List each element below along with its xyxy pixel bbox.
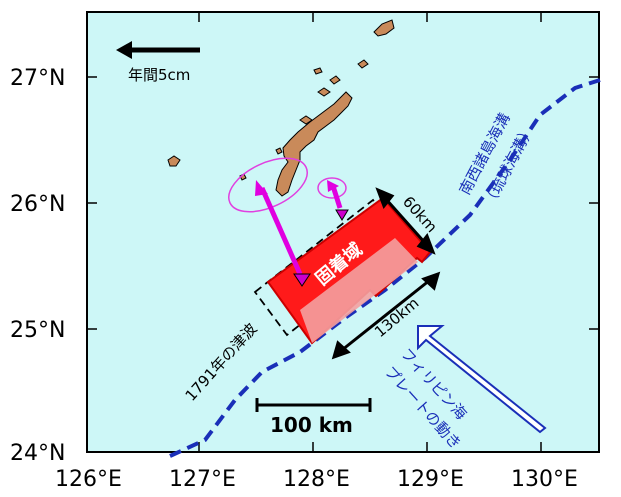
islands [167, 19, 395, 197]
distance-scale-bar [255, 398, 372, 412]
lon-label-130: 130°E [511, 467, 578, 492]
locked-zone-inner [300, 238, 418, 343]
gps-velocity-arrows [255, 180, 349, 287]
lat-label-26: 26°N [10, 192, 65, 217]
error-ellipse-2 [317, 177, 347, 199]
scale-bar-label: 100 km [270, 413, 353, 437]
lon-label-127: 127°E [169, 467, 236, 492]
width-dimension-arrow [375, 187, 436, 255]
velocity-scale-arrow [116, 41, 200, 59]
ryukyu-trench-line [169, 78, 601, 458]
okinawa-island [275, 91, 353, 197]
error-ellipse-1 [228, 157, 308, 213]
lat-label-25: 25°N [10, 318, 65, 343]
length-dimension-arrow [331, 271, 441, 360]
lat-label-24: 24°N [10, 441, 65, 466]
lat-label-27: 27°N [10, 66, 65, 91]
velocity-scale-label: 年間5cm [128, 66, 190, 84]
lon-label-129: 129°E [397, 467, 464, 492]
lon-label-128: 128°E [283, 467, 350, 492]
axis-ticks [87, 12, 599, 452]
lon-label-126: 126°E [55, 467, 122, 492]
plate-motion-arrow [417, 325, 547, 434]
